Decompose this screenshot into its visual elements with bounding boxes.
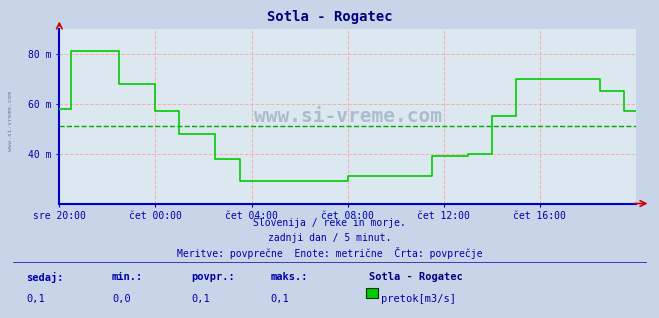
Text: sedaj:: sedaj: (26, 272, 64, 283)
Text: Sotla - Rogatec: Sotla - Rogatec (267, 10, 392, 24)
Text: www.si-vreme.com: www.si-vreme.com (8, 91, 13, 151)
Text: min.:: min.: (112, 272, 143, 282)
Text: www.si-vreme.com: www.si-vreme.com (254, 107, 442, 126)
Text: maks.:: maks.: (270, 272, 308, 282)
Text: 0,1: 0,1 (270, 294, 289, 304)
Text: zadnji dan / 5 minut.: zadnji dan / 5 minut. (268, 233, 391, 243)
Text: Meritve: povprečne  Enote: metrične  Črta: povprečje: Meritve: povprečne Enote: metrične Črta:… (177, 247, 482, 259)
Text: Slovenija / reke in morje.: Slovenija / reke in morje. (253, 218, 406, 228)
Text: povpr.:: povpr.: (191, 272, 235, 282)
Text: 0,1: 0,1 (26, 294, 45, 304)
Text: 0,1: 0,1 (191, 294, 210, 304)
Text: pretok[m3/s]: pretok[m3/s] (381, 294, 456, 304)
Text: Sotla - Rogatec: Sotla - Rogatec (369, 272, 463, 282)
Text: 0,0: 0,0 (112, 294, 130, 304)
